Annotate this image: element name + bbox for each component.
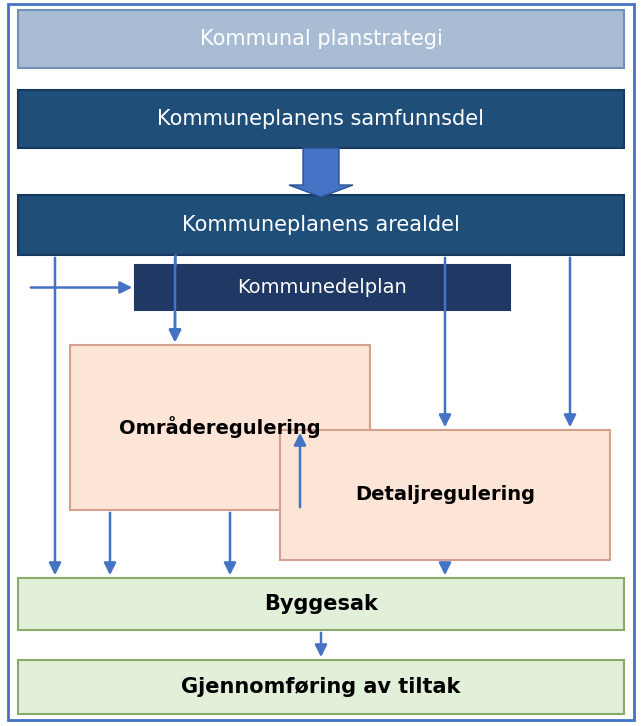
Text: Kommunedelplan: Kommunedelplan — [238, 278, 408, 297]
Text: Områderegulering: Områderegulering — [119, 417, 321, 439]
Text: Gjennomføring av tiltak: Gjennomføring av tiltak — [181, 677, 461, 697]
FancyBboxPatch shape — [18, 10, 624, 68]
Text: Kommuneplanens samfunnsdel: Kommuneplanens samfunnsdel — [157, 109, 485, 129]
Text: Byggesak: Byggesak — [264, 594, 378, 614]
FancyBboxPatch shape — [280, 430, 610, 560]
Text: Kommuneplanens arealdel: Kommuneplanens arealdel — [182, 215, 460, 235]
FancyBboxPatch shape — [70, 345, 370, 510]
Text: Detaljregulering: Detaljregulering — [355, 486, 535, 505]
Polygon shape — [289, 148, 353, 197]
FancyBboxPatch shape — [18, 90, 624, 148]
FancyBboxPatch shape — [135, 265, 510, 310]
Text: Kommunal planstrategi: Kommunal planstrategi — [200, 29, 442, 49]
FancyBboxPatch shape — [18, 578, 624, 630]
FancyBboxPatch shape — [18, 195, 624, 255]
FancyBboxPatch shape — [18, 660, 624, 714]
